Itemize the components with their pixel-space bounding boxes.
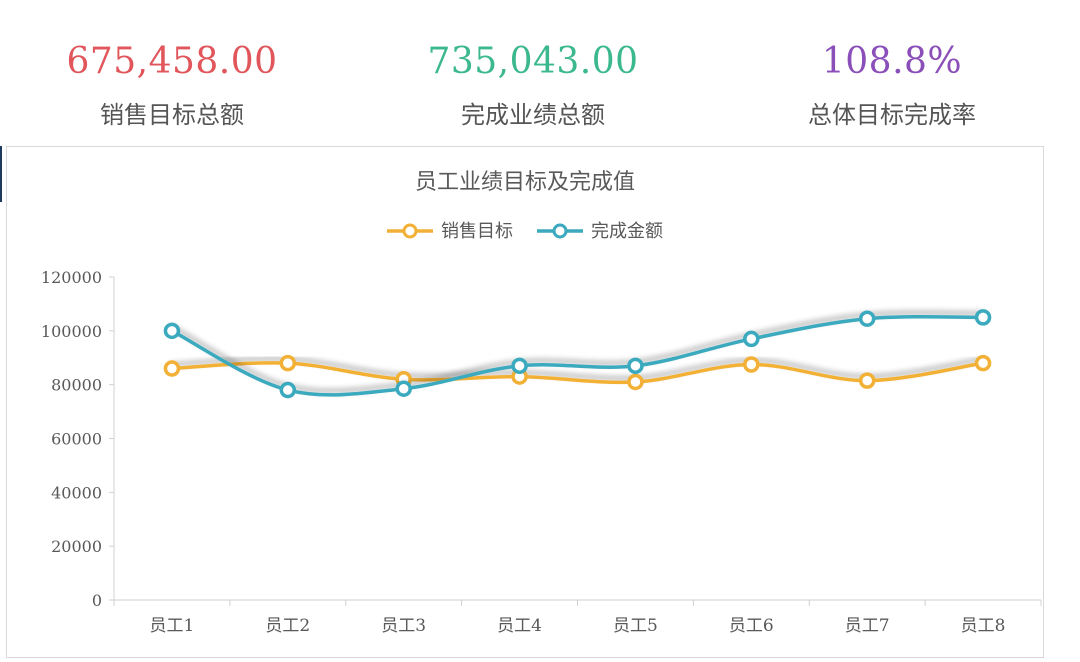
data-point[interactable] (279, 381, 297, 399)
x-tick-label: 员工6 (729, 616, 774, 636)
x-tick-label: 员工8 (961, 616, 1006, 636)
kpi-label: 销售目标总额 (100, 101, 244, 129)
data-point[interactable] (858, 310, 876, 327)
line-chart: 员工业绩目标及完成值 销售目标 完成金额 0 20000 40000 60000 8000… (41, 170, 1042, 636)
data-point[interactable] (743, 356, 760, 373)
legend-label: 销售目标 (441, 221, 513, 242)
kpi-completion-rate: 108.8% 总体目标完成率 (742, 40, 1042, 130)
series-line (170, 361, 985, 385)
data-point[interactable] (511, 357, 528, 375)
legend-swatch-marker (552, 223, 568, 239)
x-tick-label: 员工2 (265, 616, 310, 636)
x-tick-label: 员工4 (497, 616, 542, 636)
y-tick-label: 100000 (41, 322, 102, 341)
data-point[interactable] (627, 373, 644, 391)
data-point[interactable] (858, 372, 876, 389)
y-tick-label: 60000 (51, 430, 102, 449)
data-point[interactable] (395, 380, 412, 397)
data-point[interactable] (743, 330, 760, 348)
data-point[interactable] (279, 354, 297, 372)
x-axis: 员工1 员工2 员工3 员工4 员工5 员工6 员工7 员工8 (113, 599, 1042, 636)
data-point[interactable] (163, 322, 181, 340)
y-tick-label: 80000 (51, 376, 102, 395)
selection-edge-marker (0, 146, 2, 202)
kpi-label: 总体目标完成率 (808, 101, 976, 129)
legend-label: 完成金额 (591, 221, 663, 242)
kpi-value: 675,458.00 (66, 41, 278, 82)
legend-item[interactable]: 销售目标 (387, 221, 513, 242)
x-tick-label: 员工3 (381, 616, 426, 636)
chart-legend: 销售目标 完成金额 (387, 221, 663, 242)
kpi-label: 完成业绩总额 (461, 101, 605, 129)
x-tick-label: 员工7 (845, 616, 890, 636)
chart-title: 员工业绩目标及完成值 (415, 170, 635, 195)
data-point[interactable] (974, 309, 992, 326)
y-axis: 0 20000 40000 60000 80000 100000 120000 (41, 268, 115, 610)
chart-area[interactable]: 员工业绩目标及完成值 销售目标 完成金额 0 20000 40000 60000 8000… (6, 146, 1044, 658)
kpi-value: 108.8% (821, 41, 963, 82)
kpi-sales-target-total: 675,458.00 销售目标总额 (22, 40, 322, 130)
data-point[interactable] (974, 354, 992, 372)
series-layer (163, 309, 992, 399)
y-tick-label: 0 (92, 591, 102, 610)
data-point[interactable] (163, 360, 181, 377)
series-2 (163, 309, 992, 399)
x-tick-label: 员工1 (150, 616, 195, 636)
y-tick-label: 120000 (41, 268, 102, 287)
kpi-achieved-total: 735,043.00 完成业绩总额 (383, 40, 683, 130)
legend-item[interactable]: 完成金额 (537, 221, 663, 242)
legend-swatch-marker (402, 223, 418, 239)
y-tick-label: 40000 (51, 483, 102, 502)
x-tick-label: 员工5 (613, 616, 658, 636)
kpi-value: 735,043.00 (427, 41, 639, 82)
data-point[interactable] (627, 357, 644, 375)
y-tick-label: 20000 (51, 537, 102, 556)
